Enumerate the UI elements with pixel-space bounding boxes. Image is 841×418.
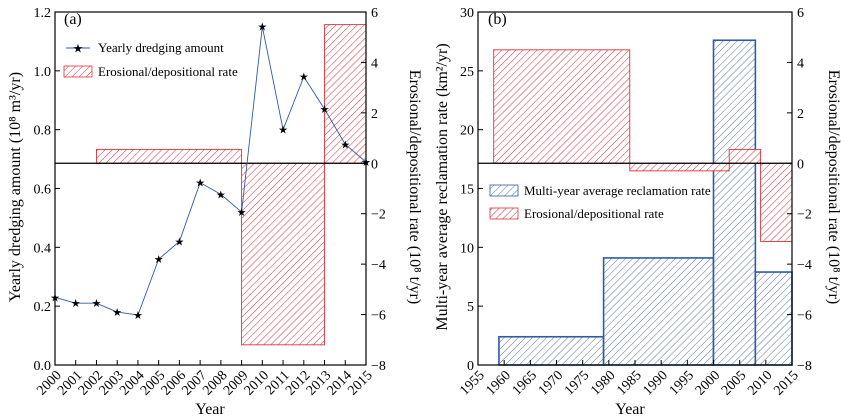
- panel-a-legend-bar-swatch: [63, 65, 93, 78]
- panel-a-x-axis-label: Year: [195, 401, 225, 418]
- panel-a-legend-label-dredging: Yearly dredging amount: [98, 40, 224, 55]
- panel-a-point-2001: ★: [71, 298, 81, 310]
- panel-a-x-ticks: 2000200120022003200420052006200720082009…: [34, 360, 376, 399]
- panel-a-legend-label-erosion: Erosional/depositional rate: [98, 64, 238, 79]
- panel-a-point-2008: ★: [216, 189, 226, 201]
- panel-a-ytick-label: 1.0: [34, 65, 52, 80]
- panel-b-y2tick-label: −8: [797, 359, 812, 374]
- panel-b-ytick-label: 25: [460, 65, 474, 80]
- panel-b-xtick-label: 1970: [536, 368, 566, 398]
- panel-a-bars: [96, 24, 367, 346]
- panel-b-ytick-label: 10: [460, 241, 474, 256]
- panel-b-xtick-label: 1965: [510, 368, 540, 398]
- panel-b-bar-s0-3: [754, 271, 793, 366]
- panel-a-ytick-label: 0.6: [34, 183, 52, 198]
- panel-b-y2-axis-label: Erosional/depositional rate (10⁸ t/yr): [825, 70, 841, 304]
- panel-a-dredging-line: [54, 26, 367, 316]
- panel-b-y2tick-label: 0: [797, 157, 804, 172]
- panel-b-legend-blue-swatch: [489, 184, 519, 197]
- panel-b-xtick-label: 1990: [641, 368, 671, 398]
- panel-a-point-2007: ★: [195, 178, 205, 190]
- panel-b-y2-ticks: −8 −6 −4 −2 0 2 4 6: [787, 6, 812, 374]
- panel-b-y-axis-label: Multi-year average reclamation rate (km²…: [434, 43, 451, 330]
- panel-a-point-2010: ★: [257, 22, 267, 34]
- panel-b-bar-s0-0: [498, 335, 605, 366]
- panel-b-ytick-label: 15: [460, 183, 474, 198]
- panel-b-x-axis-label: Year: [615, 401, 645, 418]
- panel-a-y2tick-label: −4: [371, 258, 386, 273]
- panel-b-xtick-label: 1955: [457, 368, 487, 398]
- panel-a-y2tick-label: 6: [371, 6, 378, 21]
- panel-b-xtick-label: 2010: [745, 368, 775, 398]
- panel-b-bar-s1-2: [728, 148, 762, 164]
- panel-a-point-2003: ★: [112, 307, 122, 319]
- panel-b-y2tick-label: −6: [797, 309, 812, 324]
- panel-a-y2-axis-label: Erosional/depositional rate (10⁸ t/yr): [406, 70, 423, 304]
- panel-b-ytick-label: 5: [467, 300, 474, 315]
- panel-b-bar-s1-0: [493, 49, 631, 164]
- panel-b-legend-red-swatch: [489, 207, 519, 220]
- panel-b-xtick-label: 1980: [588, 368, 618, 398]
- panel-b-y2tick-label: 2: [797, 107, 804, 122]
- panel-b-tag: (b): [488, 11, 507, 28]
- panel-b-bar-s1-1: [629, 162, 730, 172]
- panel-a-point-2013: ★: [320, 104, 330, 116]
- panel-a-y2tick-label: 0: [371, 157, 378, 172]
- panel-b-legend: Multi-year average reclamation rate Eros…: [489, 183, 711, 221]
- panel-a-y2tick-label: 4: [371, 56, 378, 71]
- panel-b-bar-s1-3: [760, 162, 793, 242]
- panel-a-point-2006: ★: [174, 236, 184, 248]
- panel-b-xtick-label: 1960: [484, 368, 514, 398]
- panel-a-bar-s1-1: [241, 162, 325, 346]
- panel-b-xtick-label: 1995: [667, 368, 697, 398]
- panel-a-y-axis-label: Yearly dredging amount (10⁸ m³/yr): [7, 72, 24, 302]
- panel-a-y2tick-label: −8: [371, 359, 386, 374]
- panel-a-y2-ticks: −8 −6 −4 −2 0 2 4 6: [361, 6, 386, 374]
- panel-a-point-2009: ★: [237, 207, 247, 219]
- panel-b-ytick-label: 0: [467, 359, 474, 374]
- panel-a-legend-star-icon: ★: [73, 42, 84, 56]
- panel-a-y-ticks: 0.0 0.2 0.4 0.6 0.8 1.0 1.2: [34, 6, 60, 374]
- panel-a-y2tick-label: −6: [371, 309, 386, 324]
- panel-a-y2tick-label: −2: [371, 208, 386, 223]
- panel-a-point-2011: ★: [278, 125, 288, 137]
- panel-a-chart: ★ ★ ★★ ★★★★★★★★★★★★ 0.00.20.40.60.81.01.2 −…: [7, 6, 423, 418]
- panel-b-legend-label-reclamation: Multi-year average reclamation rate: [524, 183, 711, 198]
- panel-b-bar-s0-2: [712, 39, 757, 366]
- panel-b-y2tick-label: 6: [797, 6, 804, 21]
- panel-b-ytick-label: 30: [460, 6, 474, 21]
- panel-b-y2tick-label: −4: [797, 258, 812, 273]
- panel-a-point-2014: ★: [340, 139, 350, 151]
- panel-b-xtick-label: 1975: [562, 368, 592, 398]
- panel-b-ytick-label: 20: [460, 124, 474, 139]
- panel-a-bar-s1-2: [324, 24, 367, 164]
- panel-a-point-2004: ★: [133, 310, 143, 322]
- panel-a-ytick-label: 0.2: [34, 300, 52, 315]
- panel-b-y-ticks: 0 5 10 15 20 25 30: [460, 6, 483, 374]
- panel-a-legend: ★ Yearly dredging amount Erosional/depos…: [63, 40, 238, 79]
- panel-b-y2tick-label: −2: [797, 208, 812, 223]
- panel-a-ytick-label: 0.8: [34, 124, 52, 139]
- panel-b-y2tick-label: 4: [797, 56, 804, 71]
- panel-a-ytick-label: 1.2: [34, 6, 52, 21]
- panel-a-bar-s1-0: [96, 148, 243, 164]
- panel-b-xtick-label: 2000: [693, 368, 723, 398]
- panel-b-xtick-label: 2005: [719, 368, 749, 398]
- panel-b-legend-label-erosion: Erosional/depositional rate: [524, 206, 664, 221]
- panel-b-bar-s0-1: [602, 257, 715, 366]
- panel-a-point-2002: ★: [92, 298, 102, 310]
- panel-a-point-2005: ★: [154, 254, 164, 266]
- panel-a-y2tick-label: 2: [371, 107, 378, 122]
- panel-a-ytick-label: 0.4: [34, 241, 52, 256]
- panel-b-bars: [493, 39, 793, 366]
- panel-b-xtick-label: 1985: [614, 368, 644, 398]
- panel-a-point-2012: ★: [299, 72, 309, 84]
- panel-a-ytick-label: 0.0: [34, 359, 52, 374]
- panel-a-tag: (a): [64, 11, 82, 28]
